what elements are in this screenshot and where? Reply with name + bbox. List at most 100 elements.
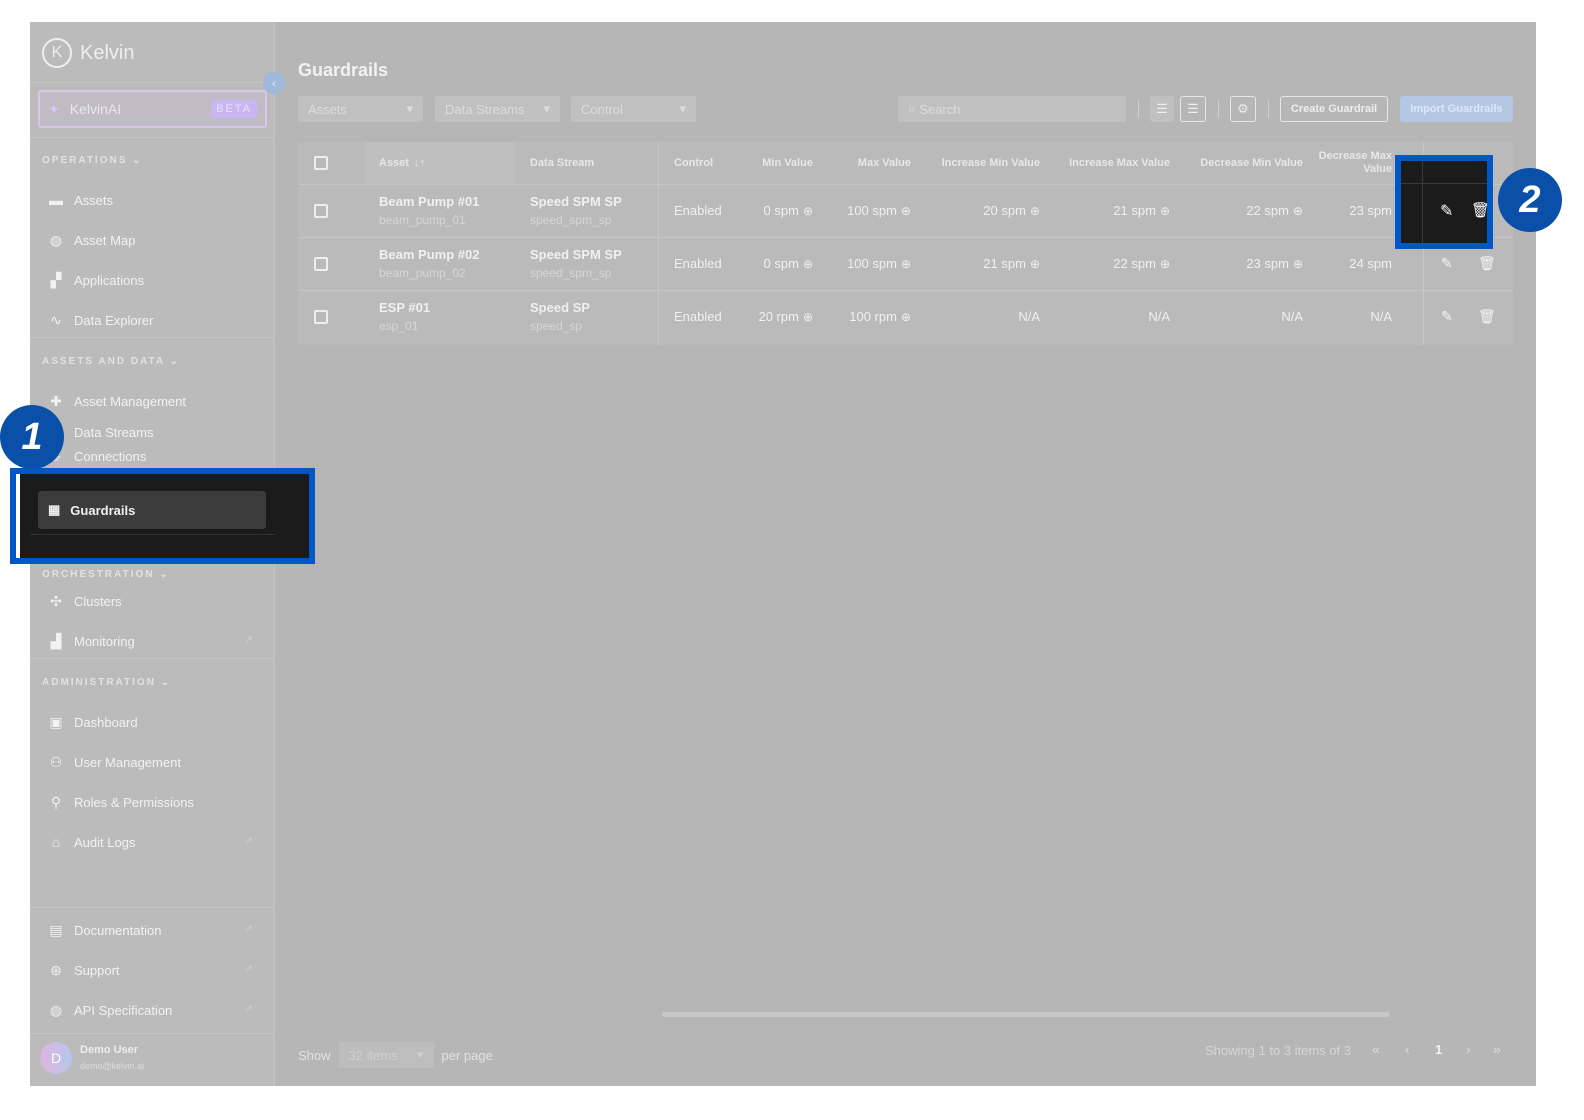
divider (298, 184, 1513, 185)
user-profile[interactable]: D Demo User demo@kelvin.ai (40, 1042, 144, 1074)
sidebar-item-user-management[interactable]: ⚇ User Management (49, 753, 181, 770)
divider (298, 237, 1513, 238)
step-2-badge: 2 (1498, 168, 1562, 232)
info-icon[interactable]: ⊕ (1292, 204, 1303, 218)
info-icon[interactable]: ⊕ (802, 257, 813, 271)
caret-down-icon: ▾ (417, 1047, 424, 1062)
sidebar-item-assets[interactable]: ▬ Assets (49, 192, 114, 208)
last-page-icon[interactable]: » (1493, 1041, 1501, 1057)
kelvinai-button[interactable]: ✦ KelvinAI BETA (38, 90, 267, 128)
inc-min-cell: 21 spm ⊕ (983, 256, 1040, 271)
assets-filter[interactable]: Assets ▾ (298, 96, 423, 122)
divider (30, 82, 275, 83)
section-header[interactable]: ORCHESTRATION ⌄ (42, 569, 170, 580)
inc-min-cell: 20 spm ⊕ (983, 203, 1040, 218)
section-header[interactable]: OPERATIONS ⌄ (42, 155, 143, 166)
section-header[interactable]: ASSETS AND DATA ⌄ (42, 356, 180, 367)
column-header[interactable]: Increase Min Value (941, 156, 1040, 169)
import-guardrails-button[interactable]: Import Guardrails (1400, 96, 1513, 122)
search-input[interactable]: ⌕ Search (898, 96, 1126, 122)
sort-icon[interactable]: ↓↑ (413, 156, 425, 169)
next-page-icon[interactable]: › (1466, 1041, 1471, 1057)
stream-cell: Speed SPM SP speed_spm_sp (530, 247, 622, 280)
caret-down-icon: ▾ (406, 101, 413, 116)
control-cell: Enabled (674, 203, 722, 218)
divider (30, 907, 275, 908)
sidebar-item-api-specification[interactable]: ◍ API Specification (49, 1001, 173, 1018)
sidebar-item-audit-logs[interactable]: ⌂ Audit Logs (48, 832, 136, 852)
sidebar-item-asset-management[interactable]: ✚ Asset Management (48, 391, 186, 411)
barrier-icon: ▦ (48, 502, 61, 517)
sidebar-item-documentation[interactable]: ▤ Documentation (49, 921, 162, 938)
asset-cell[interactable]: ESP #01 esp_01 (379, 300, 431, 333)
user-email: demo@kelvin.ai (80, 1061, 145, 1071)
highlight-edge (16, 474, 20, 558)
inc-min-cell: N/A (1018, 309, 1040, 324)
prev-page-icon[interactable]: ‹ (1405, 1041, 1410, 1057)
collapse-sidebar-button[interactable]: ‹ (263, 72, 285, 94)
info-icon[interactable]: ⊕ (1029, 257, 1040, 271)
section-header[interactable]: ADMINISTRATION ⌄ (42, 677, 172, 688)
first-page-icon[interactable]: « (1372, 1041, 1380, 1057)
asset-cell[interactable]: Beam Pump #01 beam_pump_01 (379, 194, 480, 227)
sidebar-item-connections[interactable]: ⏚Connections (48, 446, 146, 466)
divider (1268, 100, 1269, 118)
create-guardrail-button[interactable]: Create Guardrail (1280, 96, 1388, 122)
sidebar-item-clusters[interactable]: ✣ Clusters (48, 591, 122, 611)
compact-density-button[interactable]: ☰ (1150, 96, 1174, 122)
kelvin-logo[interactable]: K Kelvin (42, 38, 134, 68)
sidebar-item-support[interactable]: ⊛ Support (48, 960, 119, 980)
sidebar-item-monitoring[interactable]: ▟ Monitoring (48, 631, 135, 651)
column-header[interactable]: Decrease Max Value (1318, 150, 1392, 175)
info-icon[interactable]: ⊕ (1159, 204, 1170, 218)
info-icon[interactable]: ⊕ (900, 204, 911, 218)
data-streams-filter[interactable]: Data Streams ▾ (435, 96, 560, 122)
column-header[interactable]: Decrease Min Value (1200, 156, 1303, 169)
info-icon[interactable]: ⊕ (1029, 204, 1040, 218)
settings-icon[interactable]: ⚙ (1230, 96, 1256, 122)
delete-icon[interactable]: 🗑 (1471, 202, 1491, 219)
column-header[interactable]: Control (674, 156, 714, 169)
highlight-edit-action: ✎ 🗑 (1395, 155, 1493, 249)
info-icon[interactable]: ⊕ (1159, 257, 1170, 271)
dec-min-cell: N/A (1281, 309, 1303, 324)
divider (1401, 183, 1487, 184)
edit-icon[interactable]: ✎ (1440, 203, 1454, 220)
sidebar-item-asset-map[interactable]: ◍ Asset Map (49, 231, 136, 248)
row-checkbox[interactable] (314, 310, 328, 324)
info-icon[interactable]: ⊕ (802, 310, 813, 324)
row-checkbox[interactable] (314, 257, 328, 271)
sidebar-item-guardrails[interactable]: ▦ Guardrails (38, 491, 266, 529)
caret-down-icon: ▾ (543, 101, 550, 116)
page-1-button[interactable]: 1 (1435, 1042, 1443, 1057)
delete-icon[interactable]: 🗑 (1478, 255, 1496, 271)
sidebar-item-roles-permissions[interactable]: ⚲ Roles & Permissions (48, 792, 194, 812)
column-header[interactable]: Increase Max Value (1069, 156, 1170, 169)
sidebar-item-dashboard[interactable]: ▣ Dashboard (49, 713, 138, 730)
stream-cell: Speed SPM SP speed_spm_sp (530, 194, 622, 227)
control-filter[interactable]: Control ▾ (571, 96, 696, 122)
edit-icon[interactable]: ✎ (1441, 255, 1453, 271)
globe-icon: ◍ (49, 231, 63, 248)
asset-cell[interactable]: Beam Pump #02 beam_pump_02 (379, 247, 480, 280)
edit-icon[interactable]: ✎ (1441, 308, 1453, 324)
delete-icon[interactable]: 🗑 (1478, 308, 1496, 324)
info-icon[interactable]: ⊕ (802, 204, 813, 218)
column-header[interactable]: Min Value (762, 156, 813, 169)
select-all-checkbox[interactable] (314, 156, 328, 170)
info-icon[interactable]: ⊕ (1292, 257, 1303, 271)
sidebar-item-data-explorer[interactable]: ∿ Data Explorer (48, 310, 153, 330)
sidebar-item-applications[interactable]: ▞ Applications (48, 270, 145, 290)
column-header[interactable]: Asset ↓↑ (379, 156, 425, 169)
row-checkbox[interactable] (314, 204, 328, 218)
min-cell: 0 spm ⊕ (763, 256, 813, 271)
info-icon[interactable]: ⊕ (900, 257, 911, 271)
info-icon[interactable]: ⊕ (900, 310, 911, 324)
caret-down-icon: ▾ (679, 101, 686, 116)
horizontal-scrollbar[interactable] (662, 1012, 1390, 1017)
max-cell: 100 rpm ⊕ (849, 309, 911, 324)
per-page-select[interactable]: 32 items ▾ (338, 1042, 434, 1068)
column-header[interactable]: Max Value (857, 156, 911, 169)
column-header[interactable]: Data Stream (530, 156, 595, 169)
comfortable-density-button[interactable]: ☰ (1180, 96, 1206, 122)
